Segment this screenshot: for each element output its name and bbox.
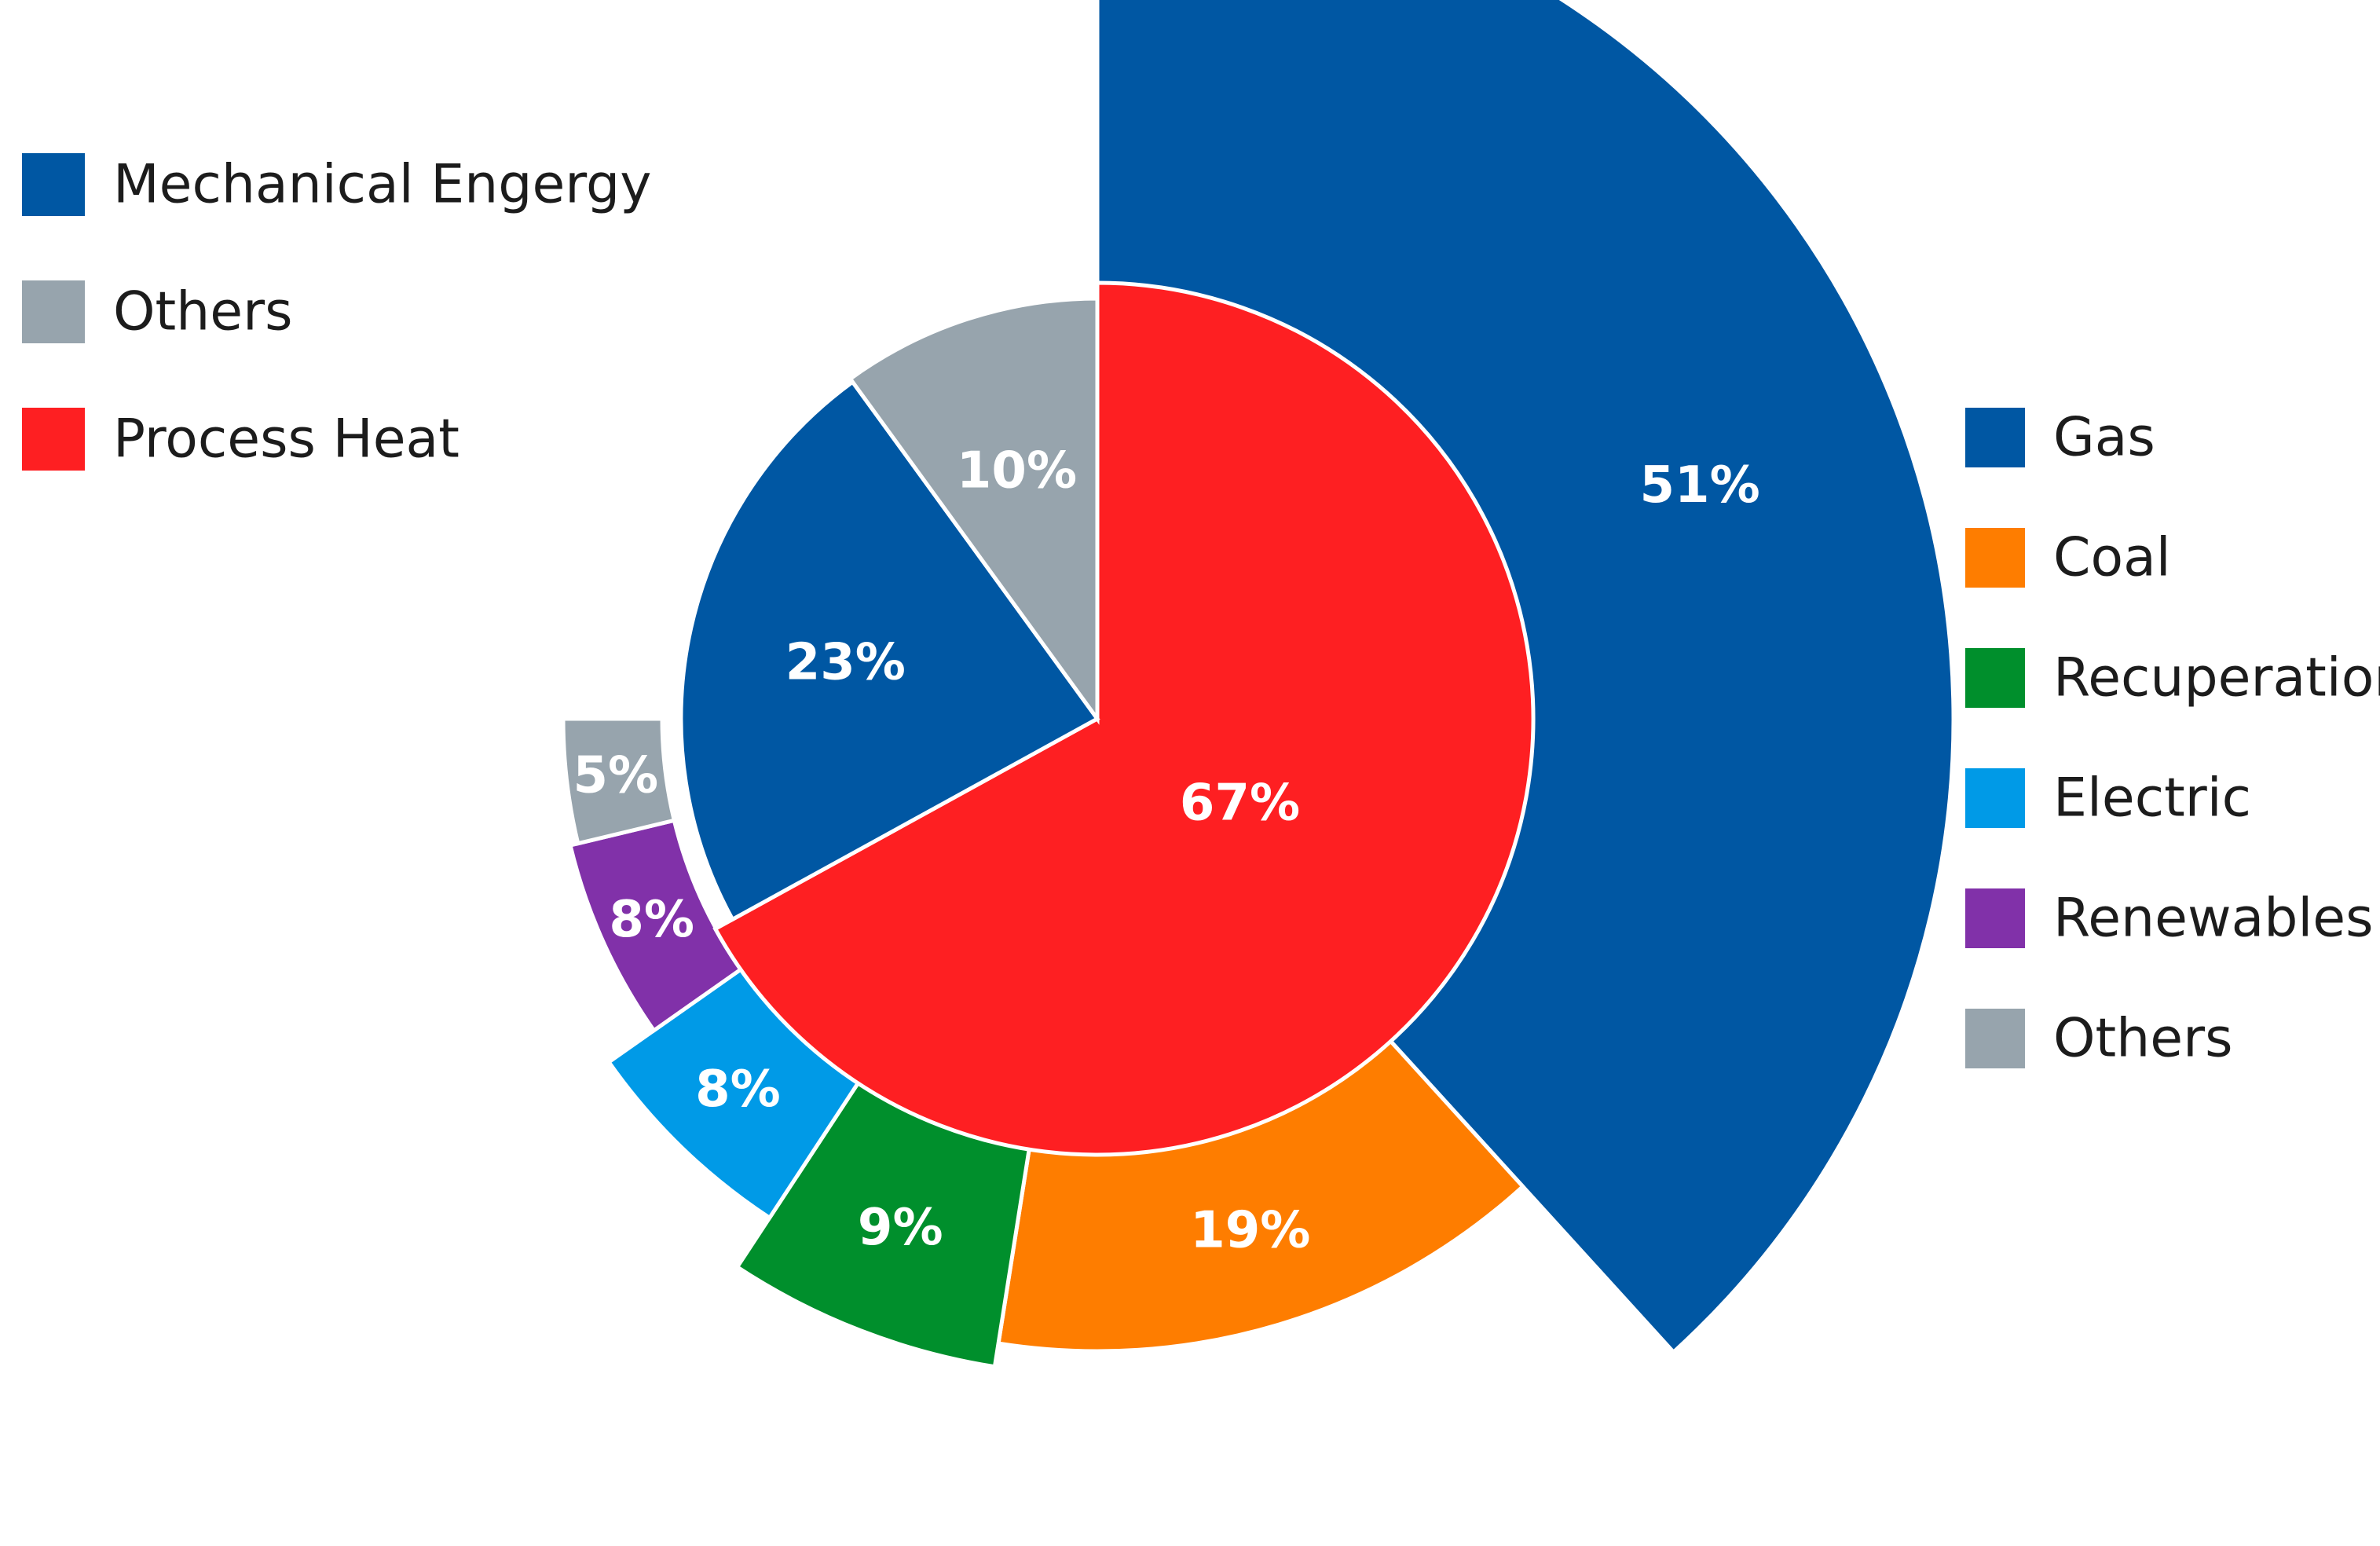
inner-slice-label-process-heat: 67% [1180,774,1300,832]
slice-labels: 51% 19% 9% 8% 8% 5% 67% 23% 10% [573,442,1759,1260]
legend-outer-swatch-coal [1965,528,2025,588]
outer-slice-label-electric: 8% [695,1061,781,1119]
outer-slice-label-gas: 51% [1640,456,1760,515]
legend-outer-label-others: Others [2053,1008,2233,1070]
legend-inner-label-mechanical-engergy: Mechanical Engergy [113,154,651,216]
legend-outer-label-recuperation: Recuperation [2053,647,2380,709]
legend-outer-swatch-gas [1965,408,2025,467]
legend-outer-swatch-renewables [1965,888,2025,948]
legend-outer-label-gas: Gas [2053,407,2155,469]
inner-slice-others [848,296,1100,725]
outer-slice-label-renewables: 8% [609,891,694,949]
legend-outer-swatch-recuperation [1965,648,2025,708]
inner-slice-label-mechanical-engergy: 23% [785,633,906,691]
legend-inner-label-process-heat: Process Heat [113,408,460,471]
legend-outer-label-renewables: Renewables [2053,888,2374,950]
inner-slice-label-others: 10% [957,442,1077,500]
legend-inner: Mechanical Engergy Others Process Heat [22,153,651,471]
legend-inner-swatch-mechanical-engergy [22,153,85,216]
legend-inner-swatch-others [22,280,85,343]
legend-outer: Gas Coal Recuperation Electric Renewables Oth… [1965,407,2380,1070]
outer-slice-others [561,716,677,846]
inner-slice-mechanical-engergy [679,379,1100,922]
outer-slice-label-others: 5% [573,747,658,805]
outer-slice-label-recuperation: 9% [858,1199,943,1257]
inner-slice-process-heat [712,280,1536,1157]
legend-inner-swatch-process-heat [22,408,85,471]
inner-pie [679,280,1536,1157]
legend-outer-swatch-electric [1965,768,2025,828]
legend-outer-swatch-others [1965,1009,2025,1068]
legend-outer-label-coal: Coal [2053,527,2171,589]
legend-outer-label-electric: Electric [2053,768,2251,830]
outer-slice-label-coal: 19% [1190,1201,1310,1259]
legend-inner-label-others: Others [113,281,293,343]
